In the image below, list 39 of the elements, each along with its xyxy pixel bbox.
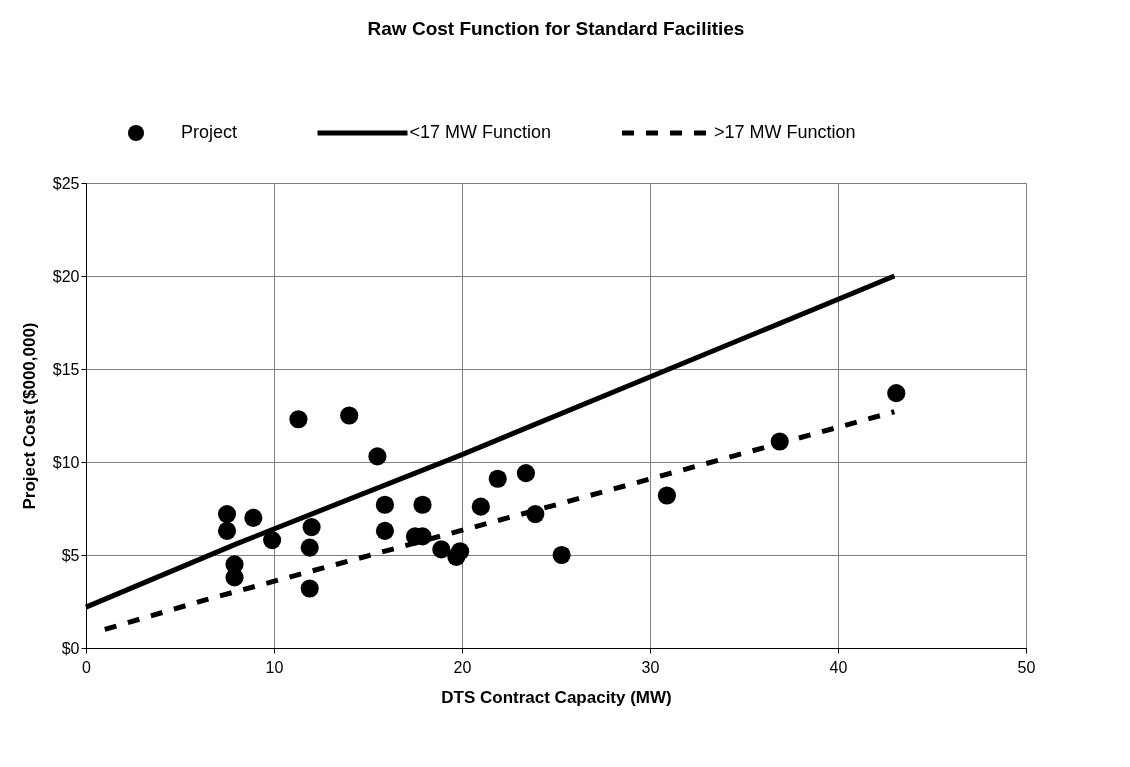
- point: [289, 410, 308, 429]
- point: [217, 505, 237, 524]
- point: [471, 497, 490, 516]
- y-tick-label: $20: [52, 267, 80, 285]
- point: [552, 545, 571, 565]
- point: [302, 518, 321, 537]
- point: [263, 531, 282, 550]
- point: [244, 508, 263, 527]
- x-tick-label: 20: [453, 658, 472, 676]
- point: [516, 464, 535, 483]
- legend-label: <17 MW Function: [409, 122, 552, 142]
- point: [340, 406, 359, 425]
- point: [413, 495, 432, 514]
- point: [432, 540, 451, 559]
- point: [375, 521, 394, 540]
- point: [887, 384, 906, 403]
- chart-title: Raw Cost Function for Standard Facilities: [367, 18, 745, 39]
- x-tick-label: 10: [265, 658, 284, 676]
- point: [300, 538, 319, 557]
- x-tick-label: 30: [641, 658, 660, 676]
- y-axis-title: Project Cost ($000,000): [19, 322, 39, 510]
- point: [451, 542, 470, 561]
- y-tick-label: $15: [52, 360, 80, 378]
- x-axis-title: DTS Contract Capacity (MW): [441, 687, 672, 707]
- y-tick-label: $25: [52, 174, 80, 192]
- y-tick-label: $10: [52, 453, 80, 471]
- point: [375, 495, 394, 514]
- legend-label: >17 MW Function: [714, 122, 856, 142]
- x-tick-label: 50: [1017, 658, 1036, 676]
- y-tick-label: $5: [61, 546, 80, 564]
- y-tick-label: $0: [61, 639, 80, 657]
- point: [300, 579, 319, 598]
- point: [657, 486, 676, 505]
- point: [368, 447, 387, 466]
- point: [488, 469, 507, 488]
- legend-label: Project: [181, 122, 238, 142]
- point: [217, 521, 237, 540]
- x-tick-label: 40: [829, 658, 848, 676]
- x-tick-label: 0: [82, 658, 92, 676]
